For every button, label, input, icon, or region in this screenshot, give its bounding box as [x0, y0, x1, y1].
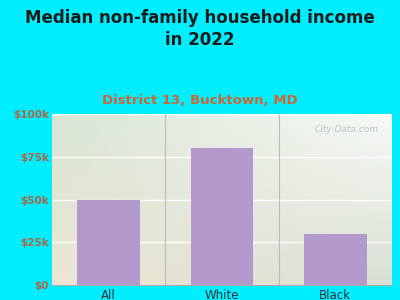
- Text: District 13, Bucktown, MD: District 13, Bucktown, MD: [102, 94, 298, 107]
- Bar: [304, 234, 366, 285]
- Text: City-Data.com: City-Data.com: [315, 125, 379, 134]
- Text: Median non-family household income
in 2022: Median non-family household income in 20…: [25, 9, 375, 49]
- Bar: [78, 200, 140, 285]
- Bar: [191, 148, 253, 285]
